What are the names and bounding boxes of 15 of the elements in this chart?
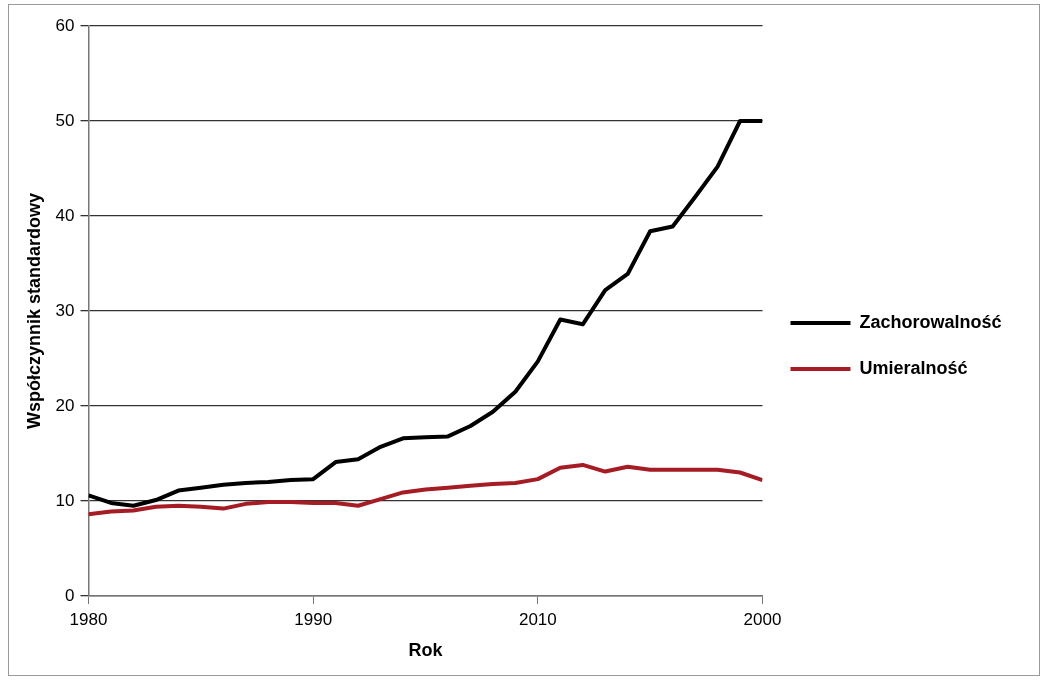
y-tick-label: 30 xyxy=(55,300,75,320)
y-axis-title: Współczynnik standardowy xyxy=(23,192,44,430)
legend-label: Umieralność xyxy=(859,357,968,378)
y-tick-label: 0 xyxy=(65,585,75,605)
x-tick-label: 2010 xyxy=(518,609,557,629)
x-axis-title: Rok xyxy=(408,640,444,661)
y-tick-label: 60 xyxy=(55,15,75,35)
y-tick-label: 20 xyxy=(55,395,75,415)
y-tick-label: 10 xyxy=(55,490,75,510)
x-tick-label: 1990 xyxy=(294,609,333,629)
legend-label: Zachorowalność xyxy=(859,311,1002,332)
x-tick-label: 1980 xyxy=(69,609,108,629)
y-tick-label: 40 xyxy=(55,205,75,225)
x-tick-label: 2000 xyxy=(743,609,782,629)
y-tick-label: 50 xyxy=(55,110,75,130)
